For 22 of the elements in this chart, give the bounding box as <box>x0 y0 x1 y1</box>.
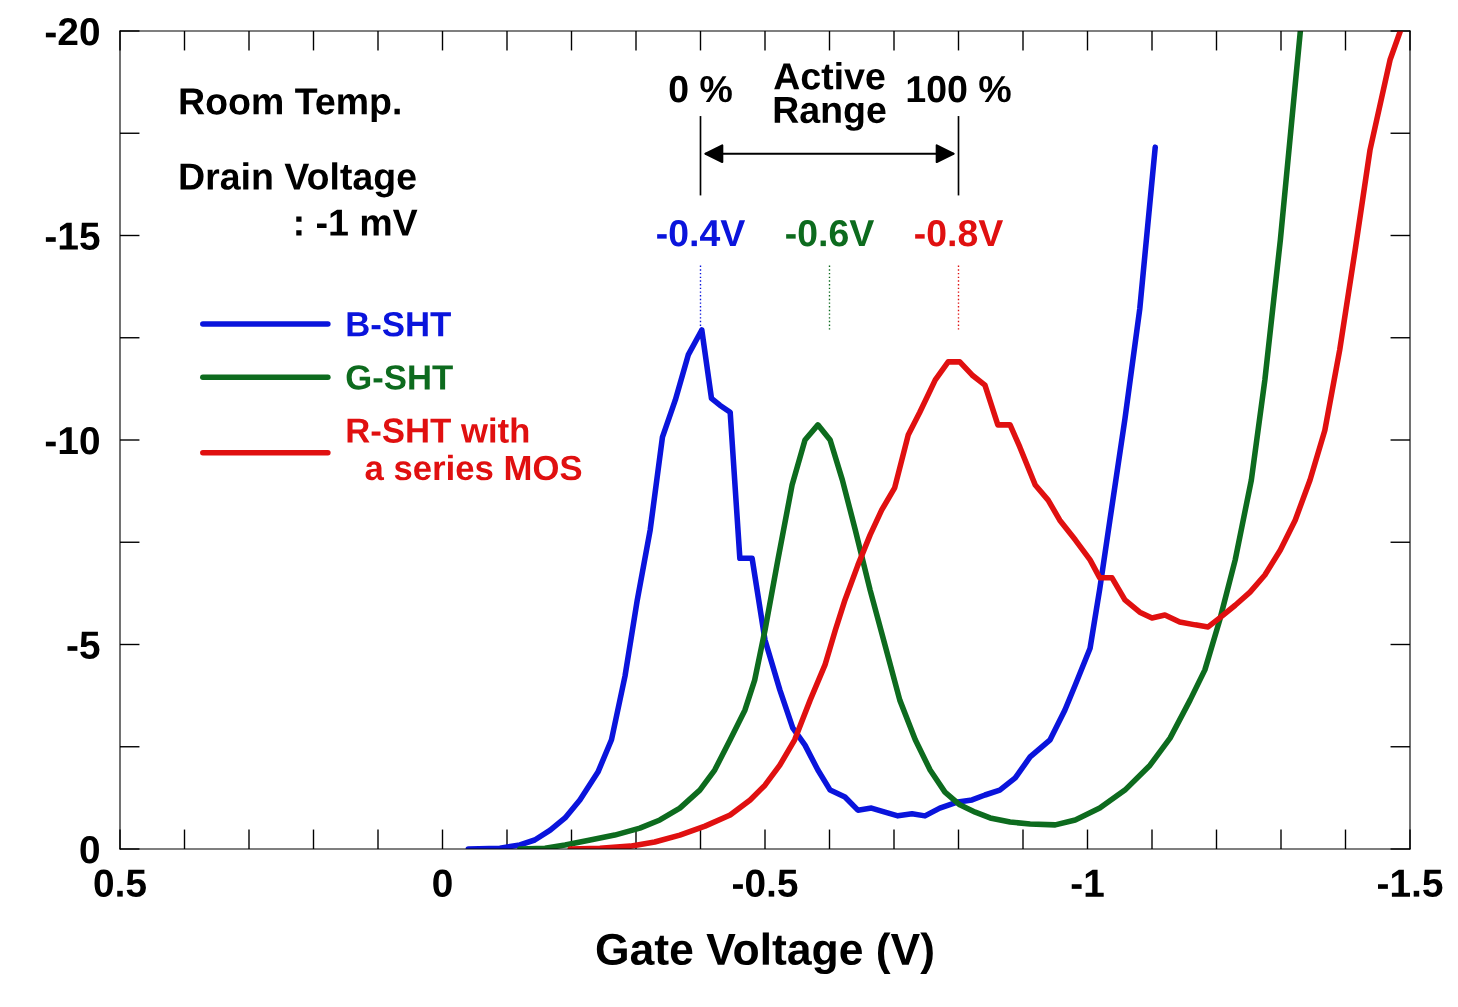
annotation: Room Temp. <box>180 88 400 123</box>
annotation: 100 % <box>907 75 1011 103</box>
y-tick-label: 0 <box>80 835 99 864</box>
legend-label: G-SHT <box>346 365 453 390</box>
ref-line-label: -0.8V <box>915 219 1004 247</box>
legend-label: B-SHT <box>347 311 451 337</box>
y-tick-label: -5 <box>67 631 100 659</box>
y-tick-label: -15 <box>45 222 100 250</box>
y-tick-label: -10 <box>45 426 99 455</box>
y-tick-label: -20 <box>45 17 99 46</box>
x-tick-label: -1 <box>1071 869 1104 897</box>
legend-label: R-SHT with a series MOS <box>347 417 582 481</box>
x-tick-label: 0 <box>433 869 452 898</box>
annotation: Drain Voltage : -1 mV <box>180 162 418 236</box>
x-tick-label: -0.5 <box>733 869 798 898</box>
x-tick-label: 0.5 <box>94 869 146 898</box>
annotation: 0 % <box>669 75 732 103</box>
ref-line-label: -0.4V <box>657 219 746 247</box>
x-tick-label: -1.5 <box>1378 869 1443 898</box>
annotation: Active Range <box>774 62 886 131</box>
x-axis-title: Gate Voltage (V) <box>596 932 933 975</box>
ref-line-label: -0.6V <box>786 219 875 247</box>
